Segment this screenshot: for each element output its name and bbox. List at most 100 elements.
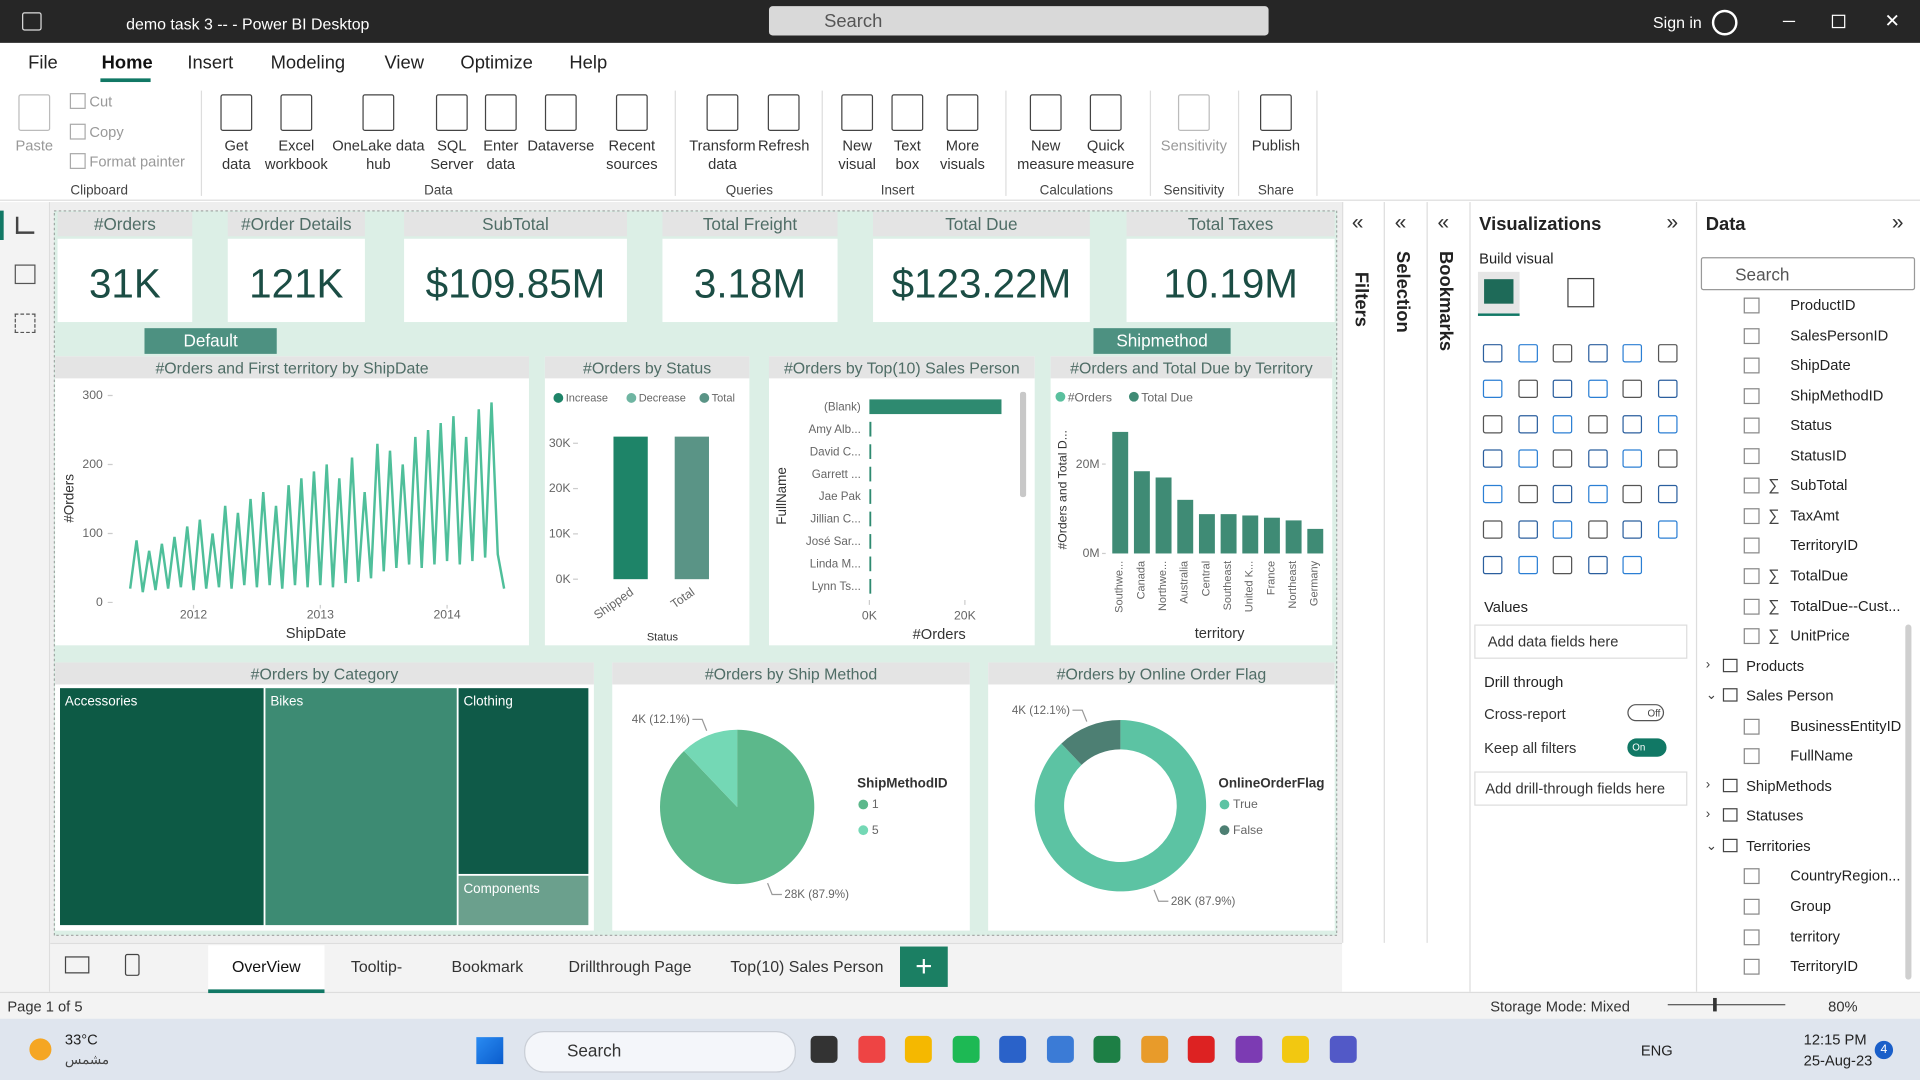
save-icon[interactable] xyxy=(22,12,42,31)
weather-icon[interactable] xyxy=(29,1038,52,1061)
slicer-button[interactable] xyxy=(144,328,277,354)
visual-type-icon[interactable] xyxy=(1587,485,1608,504)
ribbon-icon-small[interactable] xyxy=(69,93,86,109)
field-name[interactable]: CountryRegion... xyxy=(1790,867,1901,885)
taskbar-app[interactable] xyxy=(1140,1035,1168,1063)
visual-type-icon[interactable] xyxy=(1587,344,1608,363)
ribbon-button[interactable]: OneLake data hub xyxy=(332,137,425,173)
visual-type-icon[interactable] xyxy=(1517,449,1538,469)
field-name[interactable]: StatusID xyxy=(1790,446,1847,464)
field-name[interactable]: SubTotal xyxy=(1790,476,1848,494)
field-name[interactable]: TerritoryID xyxy=(1790,536,1858,554)
field-checkbox[interactable] xyxy=(1743,568,1760,585)
taskbar-app[interactable] xyxy=(1187,1035,1215,1063)
visual-type-icon[interactable] xyxy=(1482,379,1503,398)
field-name[interactable]: territory xyxy=(1790,927,1841,945)
cross-report-toggle[interactable]: Off xyxy=(1627,704,1665,722)
field-checkbox[interactable] xyxy=(1743,928,1760,945)
ribbon-button[interactable]: Sensitivity xyxy=(1160,137,1227,155)
ribbon-button[interactable]: Paste xyxy=(15,137,54,155)
field-name[interactable]: FullName xyxy=(1790,747,1854,765)
field-checkbox[interactable] xyxy=(1743,507,1760,524)
visual-type-icon[interactable] xyxy=(1517,485,1538,504)
taskbar-app[interactable] xyxy=(1282,1035,1309,1063)
field-checkbox[interactable] xyxy=(1743,598,1760,615)
desktop-layout-icon[interactable] xyxy=(64,956,90,974)
taskbar-app[interactable] xyxy=(1093,1035,1121,1063)
ribbon-button[interactable]: Quick measure xyxy=(1077,137,1135,173)
field-checkbox[interactable] xyxy=(1743,718,1760,735)
ribbon-button[interactable]: Text box xyxy=(893,137,921,173)
visual-type-icon[interactable] xyxy=(1587,555,1608,575)
visual-type-icon[interactable] xyxy=(1482,449,1503,469)
visual-type-icon[interactable] xyxy=(1622,520,1643,539)
model-view-icon[interactable] xyxy=(14,313,36,334)
ribbon-button[interactable]: Transform data xyxy=(689,137,756,173)
ribbon-icon-small[interactable] xyxy=(69,153,86,169)
field-checkbox[interactable] xyxy=(1743,538,1760,554)
table-name[interactable]: Statuses xyxy=(1746,807,1804,825)
taskbar-app[interactable] xyxy=(1234,1035,1262,1063)
field-checkbox[interactable] xyxy=(1743,477,1760,494)
visual-type-icon[interactable] xyxy=(1517,520,1538,539)
visual-type-icon[interactable] xyxy=(1622,485,1643,504)
ribbon-button[interactable]: SQL Server xyxy=(430,137,474,173)
visual-type-icon[interactable] xyxy=(1517,379,1538,398)
field-checkbox[interactable] xyxy=(1743,387,1760,404)
ribbon-button[interactable]: Format painter xyxy=(89,153,185,171)
page-tab[interactable]: Bookmark xyxy=(451,957,524,976)
visual-type-icon[interactable] xyxy=(1517,414,1538,433)
menu-modeling[interactable]: Modeling xyxy=(270,52,346,74)
field-checkbox[interactable] xyxy=(1743,417,1760,434)
collapse-data[interactable]: » xyxy=(1891,210,1904,234)
taskbar-app[interactable] xyxy=(1329,1035,1357,1063)
ribbon-button[interactable]: Refresh xyxy=(757,137,810,155)
field-checkbox[interactable] xyxy=(1743,628,1760,645)
menu-file[interactable]: File xyxy=(28,52,58,74)
field-name[interactable]: Group xyxy=(1790,897,1832,915)
notification-badge[interactable]: 4 xyxy=(1874,1040,1894,1060)
zoom-slider[interactable] xyxy=(1667,1004,1786,1006)
table-name[interactable]: Sales Person xyxy=(1746,687,1834,705)
avatar[interactable] xyxy=(1711,9,1738,36)
visual-type-icon[interactable] xyxy=(1482,485,1503,504)
ribbon-button[interactable]: Get data xyxy=(222,137,251,173)
expand-arrow[interactable]: › xyxy=(1705,657,1711,672)
maximize[interactable] xyxy=(1831,14,1846,29)
expand-arrow[interactable]: ⌄ xyxy=(1705,688,1718,704)
format-icon[interactable] xyxy=(1567,277,1595,308)
taskbar-search[interactable] xyxy=(524,1031,796,1073)
table-name[interactable]: Territories xyxy=(1746,837,1811,855)
report-view-icon[interactable] xyxy=(15,216,35,234)
table-name[interactable]: Products xyxy=(1746,657,1805,675)
ribbon-button[interactable]: Dataverse xyxy=(527,137,595,155)
visual-type-icon[interactable] xyxy=(1657,379,1678,398)
visual-type-icon[interactable] xyxy=(1587,520,1608,539)
expand-selection[interactable]: « xyxy=(1394,210,1407,234)
expand-arrow[interactable]: › xyxy=(1705,807,1711,823)
ribbon-button[interactable]: New measure xyxy=(1017,137,1075,173)
field-name[interactable]: TerritoryID xyxy=(1790,957,1858,975)
page-tab[interactable]: Drillthrough Page xyxy=(568,957,692,976)
field-name[interactable]: TaxAmt xyxy=(1790,506,1840,524)
taskbar-app[interactable] xyxy=(810,1035,838,1063)
search-box[interactable] xyxy=(768,6,1269,36)
visual-type-icon[interactable] xyxy=(1622,555,1643,575)
close[interactable]: ✕ xyxy=(1884,11,1900,32)
language[interactable]: ENG xyxy=(1640,1042,1673,1060)
visual-type-icon[interactable] xyxy=(1552,555,1573,575)
keep-filters-toggle[interactable]: On xyxy=(1627,738,1667,757)
visual-type-icon[interactable] xyxy=(1657,414,1678,433)
clock-date[interactable]: 25-Aug-23 xyxy=(1803,1051,1873,1069)
visual-type-icon[interactable] xyxy=(1552,379,1573,398)
field-checkbox[interactable] xyxy=(1743,357,1760,374)
taskbar-app[interactable] xyxy=(904,1035,932,1063)
menu-home[interactable]: Home xyxy=(101,52,153,74)
taskbar-app[interactable] xyxy=(1046,1035,1074,1063)
field-name[interactable]: UnitPrice xyxy=(1790,626,1850,645)
visual-type-icon[interactable] xyxy=(1482,555,1503,575)
ribbon-button[interactable]: Excel workbook xyxy=(264,137,328,173)
field-name[interactable]: TotalDue--Cust... xyxy=(1790,596,1901,615)
visual-type-icon[interactable] xyxy=(1622,414,1643,433)
visual-type-icon[interactable] xyxy=(1587,414,1608,433)
